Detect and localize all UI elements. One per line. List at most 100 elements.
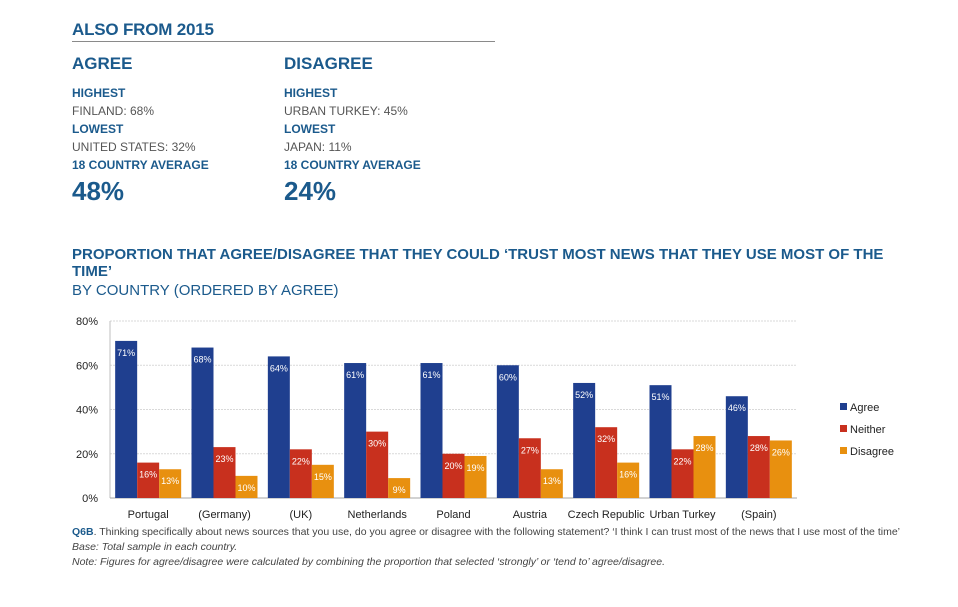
bar-agree (115, 340, 138, 498)
chart-title: PROPORTION THAT AGREE/DISAGREE THAT THEY… (72, 246, 884, 280)
data-label: 61% (346, 370, 364, 380)
bar-agree (496, 365, 519, 498)
question-note: Q6B. Thinking specifically about news so… (72, 525, 902, 540)
data-label: 61% (422, 370, 440, 380)
x-tick-label: Poland (436, 509, 470, 521)
data-label: 26% (772, 447, 790, 457)
legend-label-disagree: Disagree (850, 446, 894, 458)
x-tick-label: Netherlands (348, 509, 408, 521)
data-label: 16% (139, 470, 157, 480)
data-label: 23% (215, 454, 233, 464)
data-label: 28% (750, 443, 768, 453)
figures-note: Note: Figures for agree/disagree were ca… (72, 556, 666, 568)
data-label: 68% (193, 355, 211, 365)
data-label: 22% (673, 456, 691, 466)
y-tick-label: 80% (76, 316, 98, 328)
bar-disagree (388, 478, 411, 498)
agree-title: AGREE (72, 54, 133, 73)
agree-average-label: 18 COUNTRY AVERAGE (72, 158, 209, 172)
question-text: . Thinking specifically about news sourc… (93, 526, 900, 538)
data-label: 22% (292, 456, 310, 466)
bar-agree (420, 363, 443, 498)
data-label: 19% (466, 463, 484, 473)
data-label: 13% (161, 476, 179, 486)
agree-summary: AGREE HIGHEST FINLAND: 68% LOWEST UNITED… (72, 54, 209, 206)
data-label: 16% (619, 470, 637, 480)
bar-disagree (311, 464, 334, 498)
bar-disagree (159, 469, 182, 498)
bar-neither (213, 447, 236, 498)
disagree-summary: DISAGREE HIGHEST URBAN TURKEY: 45% LOWES… (284, 54, 421, 206)
bar-agree (267, 356, 290, 498)
x-tick-label: Urban Turkey (649, 509, 716, 521)
agree-average-value: 48% (72, 176, 125, 206)
x-tick-label: (Spain) (741, 509, 776, 521)
x-tick-label: (UK) (290, 509, 313, 521)
bar-neither (747, 436, 770, 498)
x-tick-label: (Germany) (198, 509, 251, 521)
chart-notes: Q6B. Thinking specifically about news so… (72, 525, 902, 570)
disagree-average-label: 18 COUNTRY AVERAGE (284, 158, 421, 172)
data-label: 32% (597, 434, 615, 444)
legend-label-neither: Neither (850, 424, 886, 436)
bar-disagree (617, 462, 640, 498)
disagree-average-value: 24% (284, 176, 337, 206)
bar-neither (442, 453, 465, 498)
question-code: Q6B (72, 526, 94, 538)
data-label: 51% (651, 392, 669, 402)
bar-agree (649, 385, 672, 498)
data-label: 64% (270, 363, 288, 373)
data-label: 30% (368, 439, 386, 449)
data-label: 20% (444, 461, 462, 471)
data-label: 46% (728, 403, 746, 413)
legend-swatch-agree (840, 403, 847, 410)
x-tick-label: Czech Republic (568, 509, 646, 521)
agree-lowest-value: UNITED STATES: 32% (72, 140, 196, 154)
x-tick-label: Austria (513, 509, 548, 521)
data-label: 10% (237, 483, 255, 493)
bar-neither (289, 449, 312, 498)
section-header: ALSO FROM 2015 (72, 20, 214, 39)
base-note: Base: Total sample in each country. (72, 541, 238, 553)
data-label: 71% (117, 348, 135, 358)
bar-disagree (235, 475, 258, 498)
data-label: 27% (521, 445, 539, 455)
data-label: 52% (575, 390, 593, 400)
chart-subtitle: BY COUNTRY (ORDERED BY AGREE) (72, 282, 339, 299)
agree-lowest-label: LOWEST (72, 122, 124, 136)
disagree-lowest-value: JAPAN: 11% (284, 140, 352, 154)
y-tick-label: 0% (82, 493, 98, 505)
bar-disagree (769, 440, 792, 498)
bar-disagree (540, 469, 563, 498)
disagree-highest-value: URBAN TURKEY: 45% (284, 104, 408, 118)
legend-label-agree: Agree (850, 402, 879, 414)
agree-highest-value: FINLAND: 68% (72, 104, 155, 118)
data-label: 60% (499, 372, 517, 382)
bar-agree (573, 382, 596, 498)
bar-neither (671, 449, 694, 498)
data-label: 15% (314, 472, 332, 482)
x-tick-label: Portugal (128, 509, 169, 521)
bar-disagree (693, 436, 716, 498)
disagree-highest-label: HIGHEST (284, 86, 338, 100)
data-label: 13% (543, 476, 561, 486)
y-tick-label: 20% (76, 449, 98, 461)
bar-chart: 0% 20% 40% 60% 80% 71% 16% 13% Portugal 68% 23% 10%… (76, 316, 894, 521)
y-tick-label: 60% (76, 360, 98, 372)
bar-agree (191, 347, 214, 498)
disagree-title: DISAGREE (284, 54, 373, 73)
bar-neither (366, 431, 389, 498)
legend-swatch-disagree (840, 447, 847, 454)
y-tick-label: 40% (76, 405, 98, 417)
header-divider (72, 41, 495, 42)
bar-neither (137, 462, 160, 498)
bar-neither (595, 427, 618, 498)
agree-highest-label: HIGHEST (72, 86, 126, 100)
data-label: 9% (393, 485, 406, 495)
bar-disagree (464, 455, 487, 498)
bar-agree (344, 363, 367, 498)
bar-neither (518, 438, 541, 498)
disagree-lowest-label: LOWEST (284, 122, 336, 136)
bar-agree (725, 396, 748, 498)
legend-swatch-neither (840, 425, 847, 432)
